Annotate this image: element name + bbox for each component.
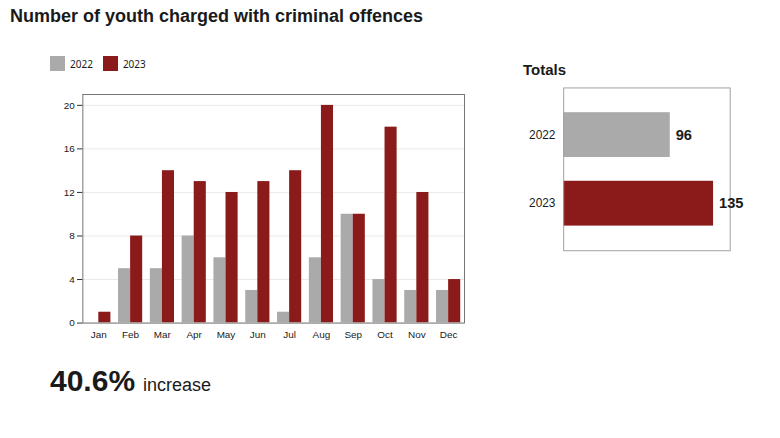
html-text:40.6% increase: 40.6% increase (50, 364, 212, 397)
svg-text:16: 16 (64, 143, 76, 154)
svg-text:2023: 2023 (529, 196, 556, 210)
svg-text:Nov: Nov (408, 329, 426, 340)
svg-text:Jan: Jan (91, 329, 107, 340)
html-text:Number of youth charged with c: Number of youth charged with criminal of… (10, 6, 424, 26)
svg-text:Mar: Mar (154, 329, 172, 340)
svg-text:96: 96 (676, 127, 692, 143)
svg-text:Aug: Aug (313, 329, 331, 340)
svg-text:Jul: Jul (283, 329, 296, 340)
svg-text:May: May (217, 329, 236, 340)
svg-text:Jun: Jun (250, 329, 266, 340)
svg-text:4: 4 (69, 274, 75, 285)
html-text:Totals: Totals (523, 61, 567, 78)
html-text:2023: 2023 (122, 56, 146, 71)
svg-text:Feb: Feb (122, 329, 140, 340)
svg-text:20: 20 (64, 100, 76, 111)
svg-text:Oct: Oct (377, 329, 393, 340)
svg-text:12: 12 (64, 187, 75, 198)
svg-text:Dec: Dec (440, 329, 458, 340)
svg-text:8: 8 (69, 230, 75, 241)
svg-text:0: 0 (69, 317, 75, 328)
svg-text:2022: 2022 (529, 128, 555, 142)
svg-text:135: 135 (719, 195, 743, 211)
html-text:2022: 2022 (70, 56, 93, 71)
svg-text:Apr: Apr (186, 329, 202, 340)
svg-text:Sep: Sep (344, 329, 362, 340)
